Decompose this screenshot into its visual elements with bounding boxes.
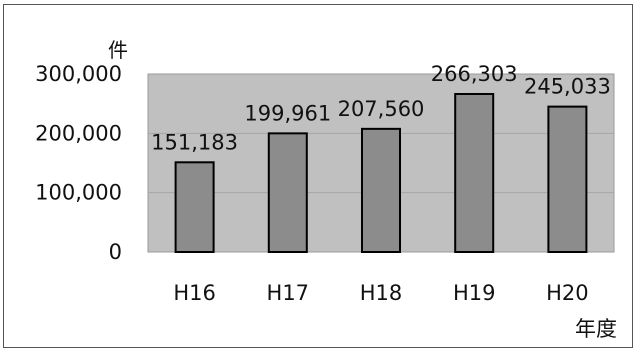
bars [174,92,588,253]
y-tick-label: 300,000 [35,62,122,86]
x-axis-label: 年度 [575,317,617,341]
x-tick-label: H18 [360,281,403,305]
x-tick-label: H19 [453,281,496,305]
x-tick-label: H16 [173,281,216,305]
y-tick-label: 100,000 [35,181,122,205]
bar [267,132,308,253]
bar [174,161,215,253]
bar [547,105,588,253]
bar [361,127,401,253]
data-label: 151,183 [151,130,238,154]
x-tick-label: H20 [546,281,589,305]
y-tick-labels: 0 100,000 200,000 300,000 [35,62,122,264]
data-label: 266,303 [431,62,518,86]
data-label: 199,961 [244,101,331,125]
y-tick-label: 0 [109,240,122,264]
data-label: 207,560 [338,97,425,121]
y-tick-label: 200,000 [35,121,122,145]
bar [454,92,495,253]
y-axis-unit-label: 件 [108,38,128,62]
x-tick-labels: H16 H17 H18 H19 H20 [173,281,588,305]
x-tick-label: H17 [267,281,310,305]
data-label: 245,033 [524,75,611,99]
